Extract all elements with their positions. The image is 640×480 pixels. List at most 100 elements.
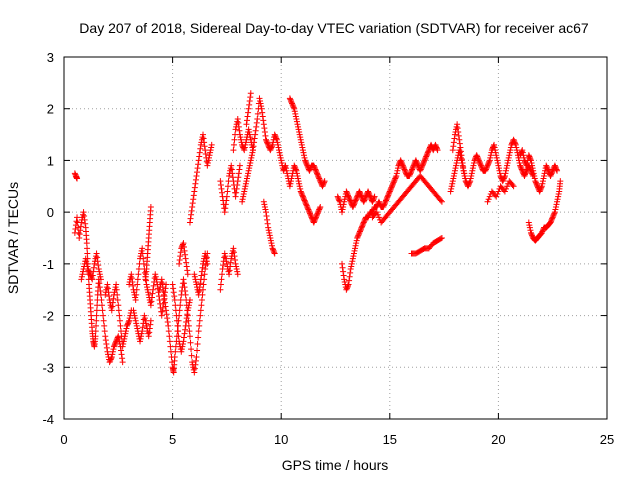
data-point bbox=[234, 116, 241, 123]
data-point bbox=[234, 268, 241, 275]
data-point bbox=[191, 188, 198, 195]
data-point bbox=[529, 162, 536, 169]
data-point bbox=[352, 197, 359, 204]
data-point bbox=[189, 200, 196, 207]
data-point bbox=[156, 293, 163, 300]
data-point bbox=[295, 178, 302, 185]
data-point bbox=[451, 170, 458, 177]
data-point bbox=[223, 197, 230, 204]
data-point bbox=[230, 147, 237, 154]
data-point bbox=[449, 147, 456, 154]
data-point bbox=[456, 149, 463, 156]
data-point bbox=[312, 215, 319, 222]
data-point bbox=[402, 169, 409, 176]
data-point bbox=[287, 96, 294, 103]
data-point bbox=[450, 139, 457, 146]
data-point bbox=[550, 211, 557, 218]
data-point bbox=[135, 266, 142, 273]
data-point bbox=[197, 141, 204, 148]
data-point bbox=[402, 167, 409, 174]
data-point bbox=[186, 219, 193, 226]
data-point bbox=[352, 198, 359, 205]
data-point bbox=[203, 258, 210, 265]
data-point bbox=[356, 229, 363, 236]
data-point bbox=[85, 267, 92, 274]
data-point bbox=[142, 317, 149, 324]
data-point bbox=[245, 170, 252, 177]
data-point bbox=[245, 109, 252, 116]
data-point bbox=[180, 240, 187, 247]
data-point bbox=[437, 235, 444, 242]
data-point bbox=[233, 185, 240, 192]
data-point bbox=[217, 178, 224, 185]
data-point bbox=[533, 181, 540, 188]
data-point bbox=[449, 178, 456, 185]
data-point bbox=[234, 181, 241, 188]
data-point bbox=[373, 209, 380, 216]
data-point bbox=[104, 281, 111, 288]
data-point bbox=[454, 125, 461, 132]
data-point bbox=[111, 342, 118, 349]
data-point bbox=[109, 303, 116, 310]
data-point bbox=[299, 144, 306, 151]
data-point bbox=[93, 250, 100, 257]
data-point bbox=[205, 154, 212, 161]
data-point bbox=[497, 170, 504, 177]
data-point bbox=[82, 255, 89, 262]
data-point bbox=[261, 128, 268, 135]
data-point bbox=[384, 194, 391, 201]
data-point bbox=[184, 311, 191, 318]
data-point bbox=[256, 95, 263, 102]
data-point bbox=[178, 348, 185, 355]
data-point bbox=[104, 285, 111, 292]
data-point bbox=[510, 183, 517, 190]
data-point bbox=[112, 284, 119, 291]
data-point bbox=[399, 162, 406, 169]
data-point bbox=[228, 162, 235, 169]
data-point bbox=[234, 178, 241, 185]
data-point bbox=[177, 253, 184, 260]
data-point bbox=[244, 172, 251, 179]
data-point bbox=[93, 312, 100, 319]
data-point bbox=[315, 209, 322, 216]
data-point bbox=[182, 288, 189, 295]
data-point bbox=[296, 180, 303, 187]
data-point bbox=[184, 271, 191, 278]
data-point bbox=[268, 143, 275, 150]
data-point bbox=[150, 282, 157, 289]
data-point bbox=[393, 172, 400, 179]
data-point bbox=[292, 110, 299, 117]
data-point bbox=[380, 202, 387, 209]
data-point bbox=[200, 131, 207, 138]
data-point bbox=[78, 219, 85, 226]
data-point bbox=[263, 138, 270, 145]
data-point bbox=[194, 341, 201, 348]
data-point bbox=[250, 143, 257, 150]
data-point bbox=[230, 141, 237, 148]
data-point bbox=[236, 127, 243, 134]
data-point bbox=[200, 135, 207, 142]
data-point bbox=[474, 154, 481, 161]
data-point bbox=[296, 128, 303, 135]
data-point bbox=[392, 175, 399, 182]
data-point bbox=[233, 263, 240, 270]
data-point bbox=[201, 271, 208, 278]
data-point bbox=[196, 149, 203, 156]
data-point bbox=[450, 172, 457, 179]
data-point bbox=[185, 302, 192, 309]
data-point bbox=[119, 343, 126, 350]
data-point bbox=[239, 196, 246, 203]
data-point bbox=[456, 140, 463, 147]
data-point bbox=[529, 165, 536, 172]
data-point bbox=[365, 189, 372, 196]
data-point bbox=[176, 256, 183, 263]
data-point bbox=[382, 197, 389, 204]
data-point bbox=[526, 154, 533, 161]
data-point bbox=[219, 271, 226, 278]
data-point bbox=[161, 295, 168, 302]
data-point bbox=[357, 191, 364, 198]
data-point bbox=[343, 286, 350, 293]
data-point bbox=[354, 233, 361, 240]
data-point bbox=[196, 284, 203, 291]
data-point bbox=[253, 119, 260, 126]
